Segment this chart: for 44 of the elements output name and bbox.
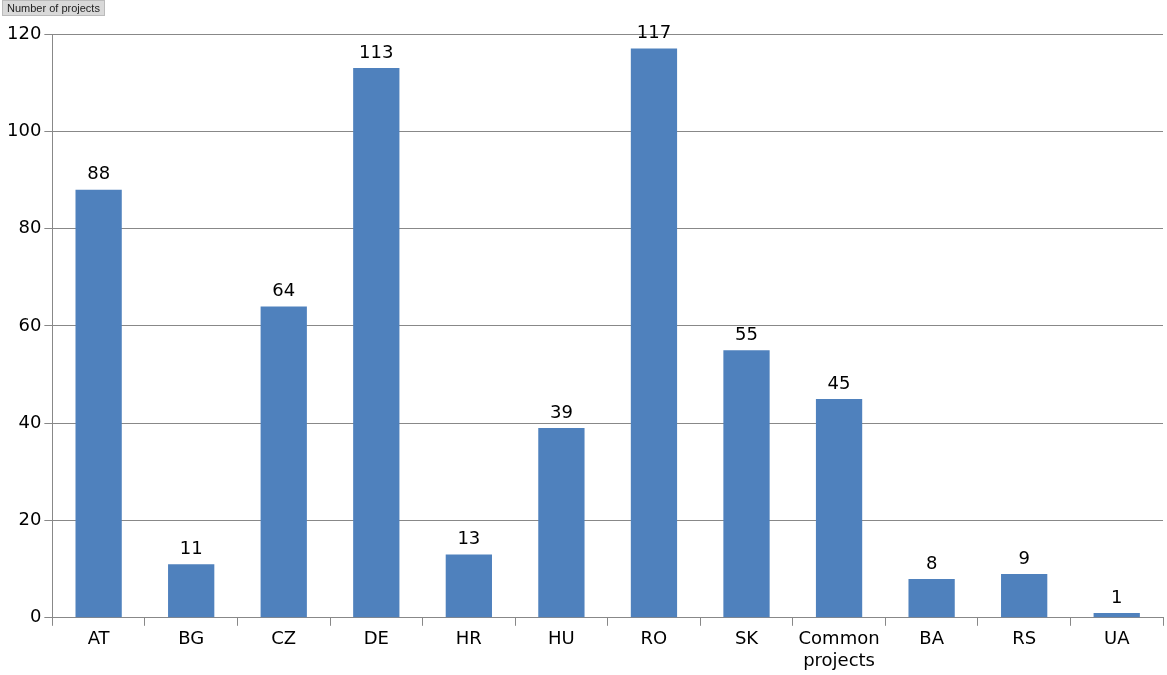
y-tick-label: 20 — [18, 508, 42, 530]
x-tick-label: RO — [640, 627, 668, 649]
x-tick-label: DE — [363, 627, 389, 649]
data-label: 8 — [925, 551, 938, 573]
bar — [260, 306, 307, 618]
bar — [630, 48, 678, 618]
bar — [538, 428, 585, 618]
x-tick-label: Common projects — [798, 627, 880, 670]
data-label: 9 — [1018, 546, 1030, 568]
bar — [815, 398, 863, 618]
y-tick-label: 100 — [7, 118, 42, 140]
data-label: 88 — [87, 162, 111, 184]
y-tick-label: 60 — [18, 313, 42, 335]
x-tick-label: CZ — [271, 627, 297, 649]
bar — [1093, 612, 1140, 618]
x-tick-label: SK — [734, 627, 760, 649]
x-tick-label: BG — [178, 627, 205, 649]
x-tick-label: RS — [1012, 627, 1037, 649]
bar — [908, 578, 955, 618]
x-tick-label: UA — [1103, 627, 1131, 649]
y-tick-label: 120 — [7, 21, 42, 43]
bar — [445, 554, 492, 618]
data-label: 11 — [179, 536, 203, 558]
data-label: 39 — [549, 400, 573, 422]
bar — [75, 189, 122, 618]
y-tick-label: 0 — [29, 605, 42, 627]
data-label: 113 — [359, 40, 394, 62]
data-label: 64 — [272, 279, 296, 301]
data-label: 117 — [636, 21, 672, 43]
bar — [1001, 574, 1048, 618]
bar — [168, 564, 215, 618]
bar — [723, 350, 770, 618]
data-label: 13 — [457, 527, 481, 549]
bar — [353, 68, 400, 618]
data-label: 55 — [735, 322, 758, 344]
x-tick-label: BA — [919, 627, 945, 649]
data-label: 45 — [827, 371, 851, 393]
x-tick-label: HU — [548, 627, 575, 649]
y-axis-title: Number of projects — [2, 0, 105, 16]
y-tick-label: 40 — [18, 410, 42, 432]
y-tick-label: 80 — [18, 216, 42, 238]
data-label: 1 — [1111, 585, 1123, 607]
x-tick-label: AT — [87, 627, 111, 649]
x-tick-label: HR — [455, 627, 482, 649]
